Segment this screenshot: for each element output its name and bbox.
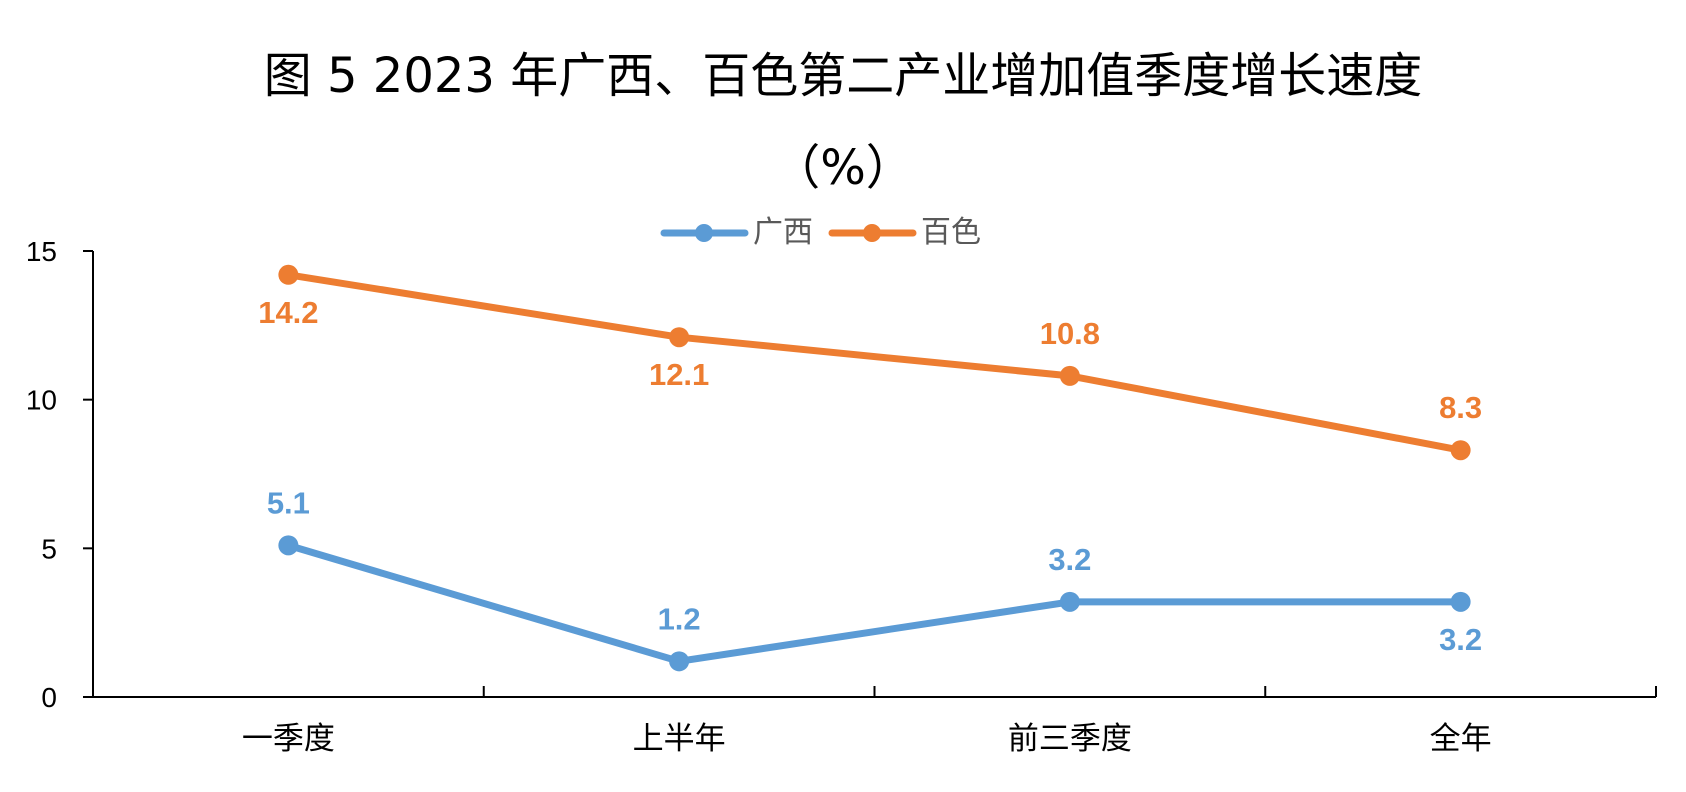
y-tick-label: 5 [41,533,57,564]
legend-marker-guangxi [695,224,713,242]
legend-marker-baise [863,224,881,242]
y-tick-label: 10 [26,385,57,416]
chart-subtitle: （%） [772,140,914,196]
data-point [1059,591,1080,612]
data-label: 3.2 [1439,622,1482,657]
data-label: 3.2 [1048,542,1091,577]
x-category-label: 一季度 [242,721,335,757]
data-point [1059,365,1080,386]
data-point [669,327,690,348]
data-point [1450,591,1471,612]
x-category-label: 前三季度 [1008,721,1132,757]
series-layer: 5.1 1.2 3.2 3.2 14.2 12.1 10.8 8.3 [258,264,1482,672]
series-line-1 [284,271,1465,454]
data-label: 5.1 [267,485,310,520]
axes: 0 5 10 15 一季度 上半年 前三季度 全年 [26,236,1657,757]
data-label: 10.8 [1040,316,1100,351]
y-tick-label: 15 [26,236,57,267]
x-category-label: 上半年 [633,721,726,757]
series-line-0 [284,541,1465,665]
data-label: 12.1 [649,357,709,392]
data-label: 1.2 [658,601,701,636]
x-category-label: 全年 [1430,721,1492,757]
data-point [278,264,299,285]
data-label: 8.3 [1439,390,1482,425]
chart-title: 图 5 2023 年广西、百色第二产业增加值季度增长速度 [264,48,1422,104]
data-point [1450,440,1471,461]
legend-label-baise: 百色 [921,215,981,250]
data-point [278,535,299,556]
data-label: 14.2 [258,295,318,330]
y-tick-label: 0 [41,682,57,713]
legend-label-guangxi: 广西 [753,215,813,250]
legend: 广西 百色 [660,215,981,250]
data-point [669,651,690,672]
